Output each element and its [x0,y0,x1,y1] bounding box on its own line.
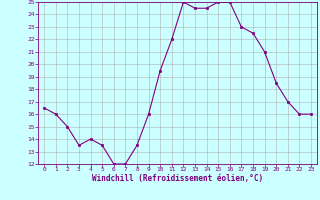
X-axis label: Windchill (Refroidissement éolien,°C): Windchill (Refroidissement éolien,°C) [92,174,263,183]
